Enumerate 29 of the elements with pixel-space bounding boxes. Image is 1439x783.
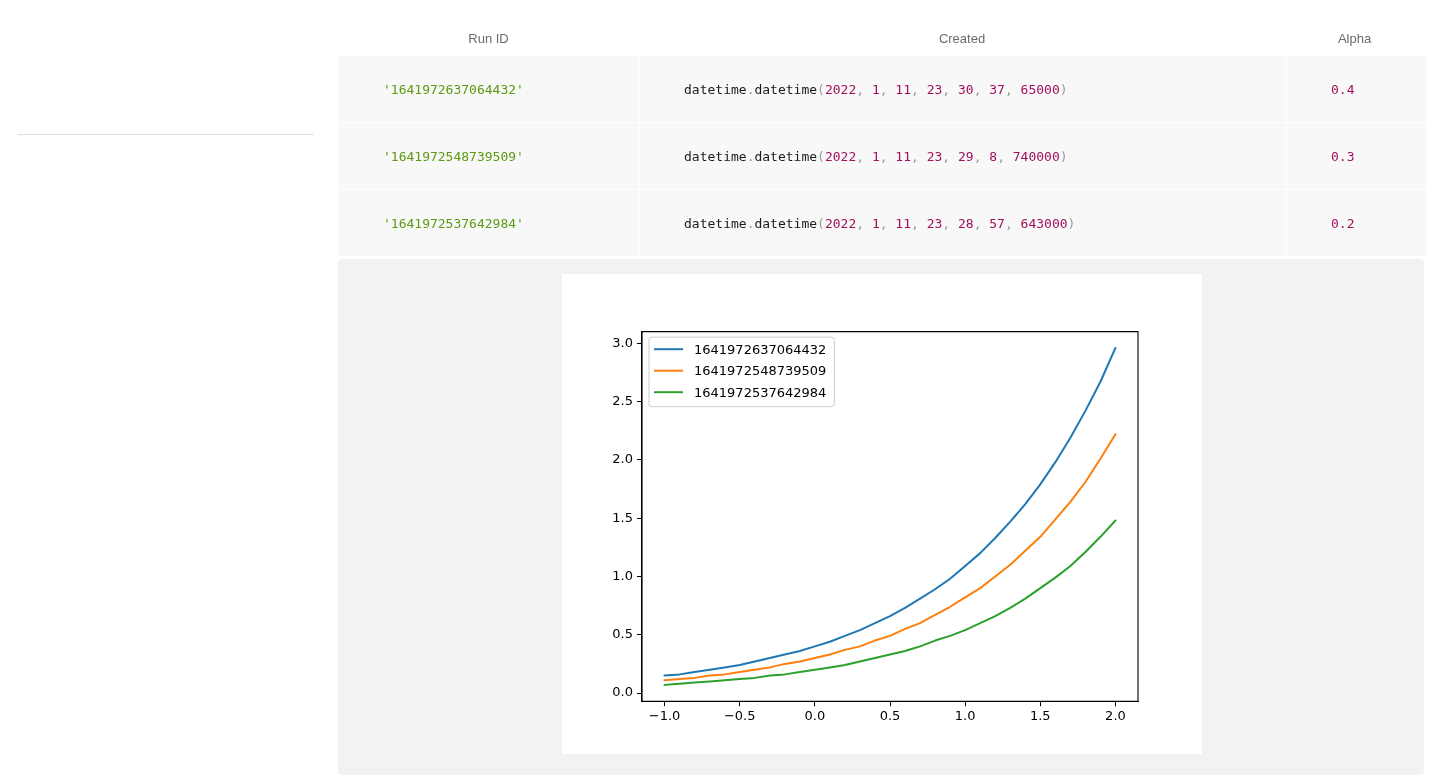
text: datetime.datetime(2022, 1, 11, 23, 30, 37, 65000)	[684, 81, 1068, 97]
y-tick-label: 0.0	[612, 684, 633, 700]
text: datetime.datetime(2022, 1, 11, 23, 29, 8, 740000)	[684, 148, 1068, 164]
x-tick-label: −1.0	[648, 708, 681, 724]
text: '1641972537642984'	[383, 215, 524, 231]
y-tick-label: 2.0	[612, 451, 633, 467]
x-tick-label: 0.5	[879, 708, 901, 724]
text: datetime.datetime(2022, 1, 11, 23, 28, 57, 643000)	[684, 215, 1076, 231]
text: Alpha	[1336, 30, 1373, 46]
text: 0.3	[1331, 148, 1355, 164]
x-tick-label: 1.5	[1029, 708, 1051, 724]
text: '1641972637064432'	[383, 81, 524, 97]
x-tick-label: −0.5	[723, 708, 756, 724]
text: 0.2	[1331, 215, 1355, 231]
legend-label: 1641972637064432	[694, 341, 827, 357]
text: 0.4	[1331, 81, 1355, 97]
x-tick-label: 0.0	[804, 708, 826, 724]
y-tick-label: 0.5	[612, 626, 633, 642]
text: Run ID	[467, 30, 510, 46]
x-tick-label: 2.0	[1105, 708, 1126, 724]
legend-label: 1641972537642984	[694, 384, 827, 400]
text: Created	[937, 30, 987, 46]
y-tick-label: 2.5	[612, 392, 633, 408]
x-tick-label: 1.0	[954, 708, 976, 724]
y-tick-label: 3.0	[612, 334, 633, 350]
y-tick-label: 1.5	[612, 509, 633, 525]
legend-label: 1641972548739509	[694, 363, 827, 379]
text: '1641972548739509'	[383, 148, 524, 164]
y-tick-label: 1.0	[612, 567, 633, 583]
